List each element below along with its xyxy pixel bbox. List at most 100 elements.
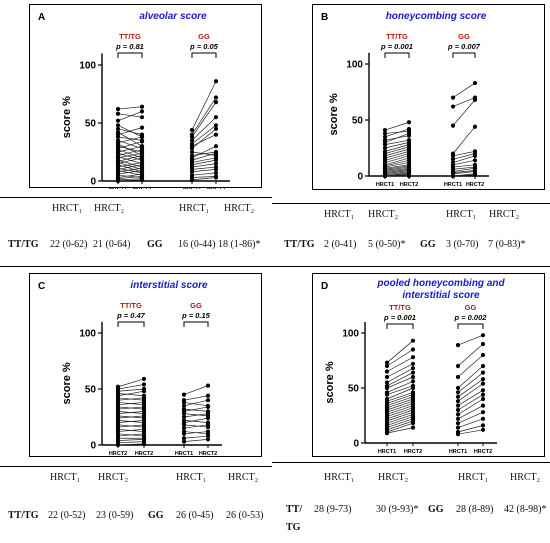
data-point bbox=[480, 363, 486, 369]
y-tick-label: 0 bbox=[357, 172, 363, 183]
pair-line bbox=[117, 159, 143, 168]
pair-line bbox=[452, 170, 476, 173]
data-point bbox=[181, 426, 187, 431]
data-point bbox=[141, 431, 147, 436]
x-tick-label: HRCT1 bbox=[444, 182, 462, 188]
data-point bbox=[141, 413, 147, 418]
pair-line bbox=[452, 82, 476, 98]
pair-line bbox=[457, 334, 484, 346]
table-b-value-4: 7 (0-83)* bbox=[488, 239, 526, 250]
pair-line bbox=[384, 151, 410, 159]
pair-line bbox=[117, 397, 145, 401]
table-b-header-4: HRCT₂ bbox=[489, 209, 520, 220]
pair-line bbox=[117, 390, 145, 397]
y-axis-label: score % bbox=[328, 93, 340, 135]
data-point bbox=[141, 400, 147, 405]
pair-line bbox=[117, 406, 145, 410]
pair-line bbox=[117, 162, 143, 168]
pair-line bbox=[183, 395, 209, 401]
data-point bbox=[205, 429, 211, 434]
data-point bbox=[480, 388, 486, 393]
data-point bbox=[205, 404, 211, 410]
table-d-row-label-line-2: TG bbox=[286, 522, 301, 533]
data-point bbox=[141, 409, 147, 414]
pair-line bbox=[191, 172, 217, 176]
pair-line bbox=[452, 166, 476, 170]
data-point bbox=[455, 407, 461, 413]
data-point bbox=[480, 410, 486, 415]
pair-line bbox=[386, 376, 414, 389]
data-point bbox=[205, 398, 211, 403]
table-d-header-1: HRCT₁ bbox=[324, 472, 355, 483]
pair-line bbox=[117, 131, 143, 147]
data-point bbox=[480, 427, 486, 432]
pair-line bbox=[452, 159, 476, 166]
group-label: GG bbox=[458, 32, 470, 41]
data-point bbox=[141, 389, 147, 394]
data-point bbox=[455, 412, 461, 417]
data-point bbox=[189, 149, 195, 155]
table-b-row-label: TT/TG bbox=[284, 239, 315, 250]
significance-bracket bbox=[183, 321, 209, 327]
pair-line bbox=[183, 385, 209, 395]
pair-line bbox=[191, 157, 217, 163]
data-point bbox=[455, 399, 461, 404]
data-point bbox=[205, 422, 211, 427]
pair-line bbox=[183, 402, 209, 407]
pair-line bbox=[386, 392, 414, 402]
group-label: TT/TG bbox=[120, 301, 142, 310]
significance-bracket bbox=[117, 52, 143, 58]
pair-line bbox=[384, 165, 410, 170]
pair-line bbox=[384, 144, 410, 152]
y-tick-label: 50 bbox=[352, 116, 364, 127]
group-label: GG bbox=[190, 301, 202, 310]
y-tick-label: 50 bbox=[85, 385, 97, 396]
y-tick-label: 100 bbox=[346, 60, 363, 71]
pair-line bbox=[386, 387, 414, 400]
data-point bbox=[384, 380, 390, 385]
data-point bbox=[406, 120, 412, 125]
data-point bbox=[189, 177, 195, 182]
data-point bbox=[455, 390, 461, 395]
chart-title: honeycombing score bbox=[386, 11, 487, 22]
data-point bbox=[382, 145, 388, 151]
data-point bbox=[472, 153, 478, 158]
pair-line bbox=[386, 420, 414, 431]
significance-bracket bbox=[452, 52, 476, 58]
data-point bbox=[382, 134, 388, 139]
pair-line bbox=[191, 125, 217, 145]
pair-line bbox=[183, 413, 209, 417]
table-c-value-4: 26 (0-53) bbox=[226, 510, 264, 521]
pair-line bbox=[384, 159, 410, 167]
table-b-mid-label: GG bbox=[420, 239, 436, 250]
pair-line bbox=[384, 155, 410, 163]
data-point bbox=[455, 432, 461, 437]
pair-line bbox=[117, 439, 145, 441]
data-point bbox=[384, 385, 390, 391]
pair-line bbox=[452, 171, 476, 175]
pair-line bbox=[384, 166, 410, 171]
pair-line bbox=[386, 385, 414, 395]
x-tick-label: HRCT1 bbox=[175, 451, 193, 457]
data-point bbox=[205, 416, 211, 421]
data-point bbox=[480, 392, 486, 397]
pair-line bbox=[117, 149, 143, 156]
data-point bbox=[139, 125, 145, 130]
pair-line bbox=[183, 413, 209, 418]
pair-line bbox=[386, 372, 414, 387]
data-point bbox=[213, 100, 219, 105]
pair-line bbox=[386, 394, 414, 404]
x-tick-label: HRCT2 bbox=[109, 451, 127, 457]
data-point bbox=[181, 392, 187, 397]
data-point bbox=[384, 360, 390, 365]
data-point bbox=[213, 170, 219, 175]
data-point bbox=[213, 151, 219, 156]
panel-letter: C bbox=[38, 281, 45, 292]
pair-line bbox=[386, 414, 414, 424]
data-point bbox=[189, 127, 195, 133]
table-d-value-4: 42 (8-98)* bbox=[504, 504, 547, 515]
table-b: HRCT₁ HRCT₂ HRCT₁ HRCT₂ TT/TG 2 (0-41) 5… bbox=[272, 203, 550, 267]
pair-line bbox=[117, 388, 145, 392]
data-point bbox=[410, 379, 416, 384]
